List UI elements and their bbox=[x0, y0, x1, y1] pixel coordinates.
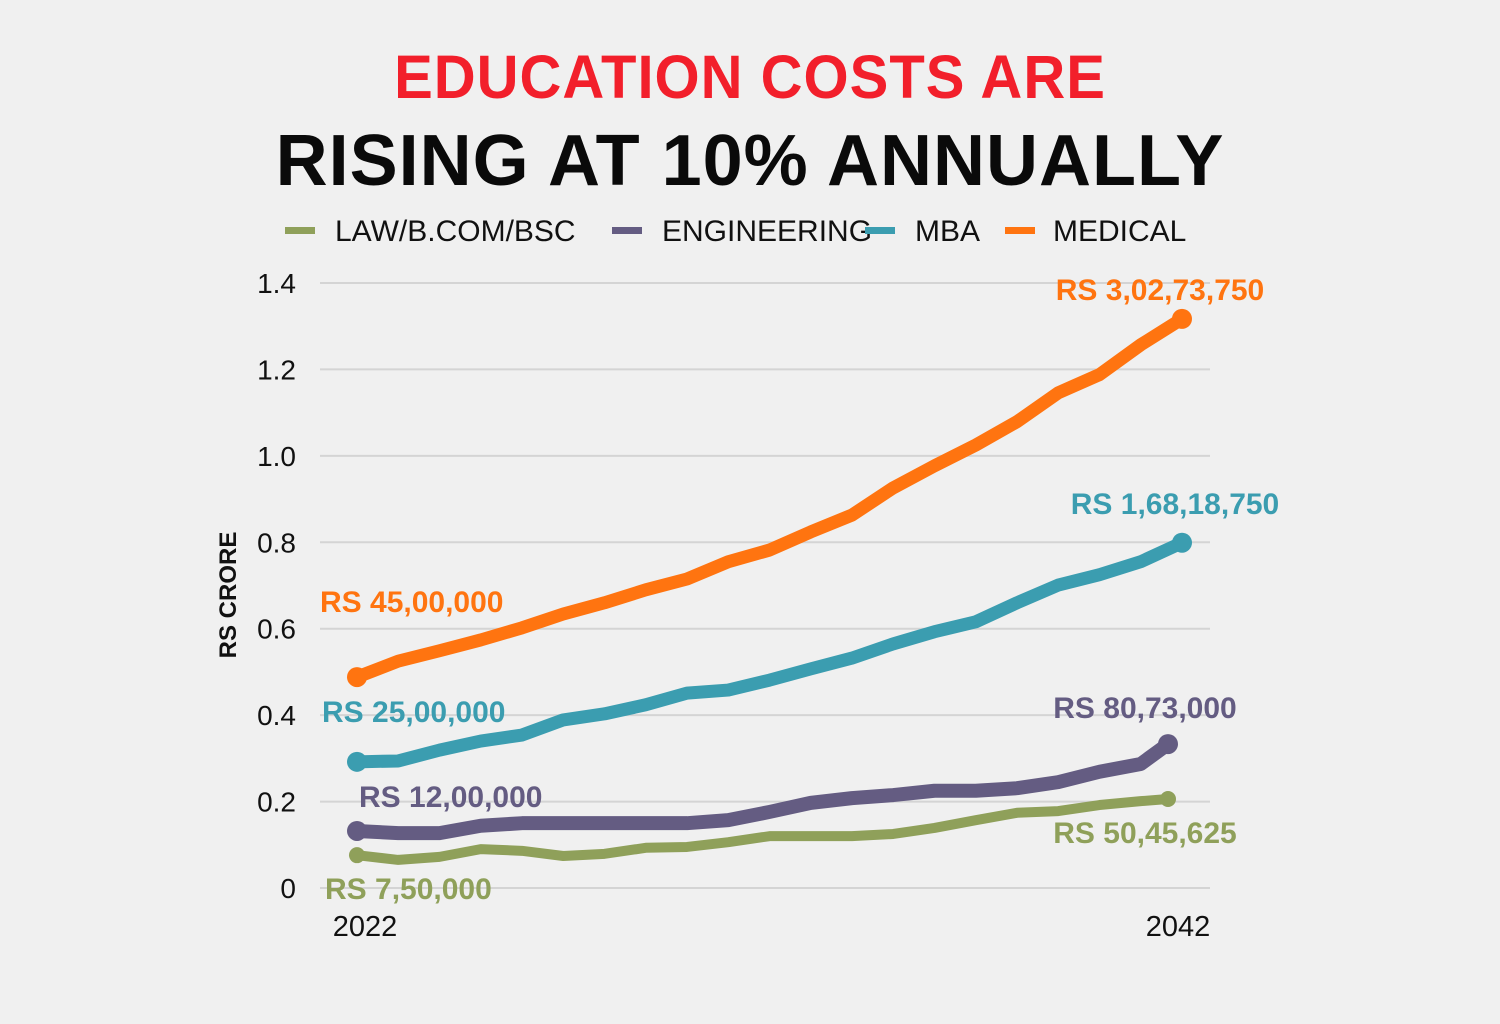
legend-label: ENGINEERING bbox=[662, 215, 872, 248]
series-line-medical bbox=[350, 312, 1189, 684]
legend-swatch bbox=[865, 227, 895, 234]
y-tick-label: 1.4 bbox=[257, 268, 296, 299]
data-label-start: RS 7,50,000 bbox=[325, 873, 492, 906]
data-point bbox=[347, 751, 367, 772]
data-point bbox=[1160, 790, 1176, 807]
data-label-end: RS 80,73,000 bbox=[1053, 692, 1236, 725]
data-label-start: RS 25,00,000 bbox=[322, 696, 505, 729]
legend-label: MBA bbox=[915, 215, 980, 248]
data-point bbox=[347, 820, 367, 841]
data-point bbox=[349, 847, 365, 864]
y-tick-label: 0.6 bbox=[257, 614, 296, 645]
data-point bbox=[1158, 734, 1178, 755]
x-tick-label: 2022 bbox=[333, 911, 398, 943]
data-label-start: RS 12,00,000 bbox=[359, 781, 542, 814]
y-tick-label: 0.8 bbox=[257, 527, 296, 558]
legend-label: LAW/B.COM/BSC bbox=[335, 215, 576, 248]
x-tick-label: 2042 bbox=[1146, 911, 1211, 943]
y-tick-label: 1.2 bbox=[257, 354, 296, 385]
y-tick-label: 0 bbox=[280, 873, 296, 904]
legend-swatch bbox=[612, 227, 642, 234]
y-tick-label: 0.4 bbox=[257, 700, 296, 731]
data-label-start: RS 45,00,000 bbox=[320, 586, 503, 619]
legend-label: MEDICAL bbox=[1053, 215, 1186, 248]
data-label-end: RS 3,02,73,750 bbox=[1056, 274, 1265, 307]
data-point bbox=[1172, 308, 1192, 329]
chart-subtitle: RISING AT 10% ANNUALLY bbox=[275, 121, 1225, 201]
data-point bbox=[347, 667, 367, 688]
chart-title: EDUCATION COSTS ARE bbox=[394, 43, 1106, 112]
legend-swatch bbox=[1005, 227, 1035, 234]
data-label-end: RS 1,68,18,750 bbox=[1071, 488, 1280, 521]
y-axis-label: RS CRORE bbox=[215, 532, 242, 659]
data-label-end: RS 50,45,625 bbox=[1053, 817, 1236, 850]
legend-swatch bbox=[285, 227, 315, 234]
y-tick-label: 0.2 bbox=[257, 787, 296, 818]
data-point bbox=[1172, 532, 1192, 553]
y-tick-label: 1.0 bbox=[257, 441, 296, 472]
